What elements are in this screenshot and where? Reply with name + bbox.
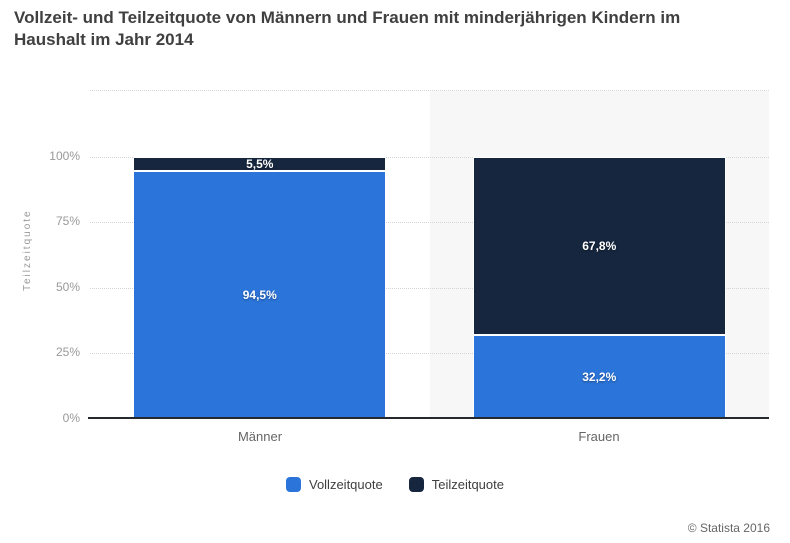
bars-layer: 94,5% 5,5% 32,2% 67,8% — [90, 91, 769, 419]
chart-title-line2: Haushalt im Jahr 2014 — [14, 30, 194, 49]
gridline-25 — [90, 353, 769, 354]
y-tick-0: 0% — [62, 411, 80, 425]
legend-label-teilzeitquote: Teilzeitquote — [431, 477, 504, 492]
y-tick-75: 75% — [55, 214, 80, 228]
y-tick-50: 50% — [55, 280, 80, 294]
y-axis-title: Teilzeitquote — [22, 209, 33, 291]
bar-segment-teilzeitquote-frauen[interactable]: 67,8% — [472, 157, 726, 335]
bar-segment-vollzeitquote-manner[interactable]: 94,5% — [133, 171, 387, 419]
legend-swatch-teilzeitquote — [408, 477, 424, 492]
legend-swatch-vollzeitquote — [285, 477, 301, 492]
gridline-75 — [90, 222, 769, 223]
legend: Vollzeitquote Teilzeitquote — [0, 477, 790, 492]
bar-value-label: 5,5% — [246, 157, 274, 172]
x-axis-line — [88, 417, 769, 419]
legend-item-vollzeitquote[interactable]: Vollzeitquote — [285, 477, 383, 492]
chart-title: Vollzeit- und Teilzeitquote von Männern … — [14, 7, 776, 51]
x-category-label-maenner: Männer — [237, 429, 283, 444]
copyright-notice: © Statista 2016 — [687, 521, 770, 535]
plot-area: 94,5% 5,5% 32,2% 67,8% — [88, 90, 769, 419]
y-tick-25: 25% — [55, 345, 80, 359]
gridline-50 — [90, 288, 769, 289]
bar-value-label: 32,2% — [582, 369, 617, 384]
bar-value-label: 94,5% — [242, 288, 277, 303]
bar-value-label: 67,8% — [582, 238, 617, 253]
gridline-100 — [90, 157, 769, 158]
y-tick-100: 100% — [49, 149, 80, 163]
legend-item-teilzeitquote[interactable]: Teilzeitquote — [408, 477, 504, 492]
bar-segment-vollzeitquote-frauen[interactable]: 32,2% — [472, 334, 726, 419]
x-category-label-frauen: Frauen — [578, 429, 620, 444]
legend-label-vollzeitquote: Vollzeitquote — [308, 477, 383, 492]
chart-title-line1: Vollzeit- und Teilzeitquote von Männern … — [14, 8, 681, 27]
bar-segment-teilzeitquote-manner[interactable]: 5,5% — [133, 157, 387, 172]
